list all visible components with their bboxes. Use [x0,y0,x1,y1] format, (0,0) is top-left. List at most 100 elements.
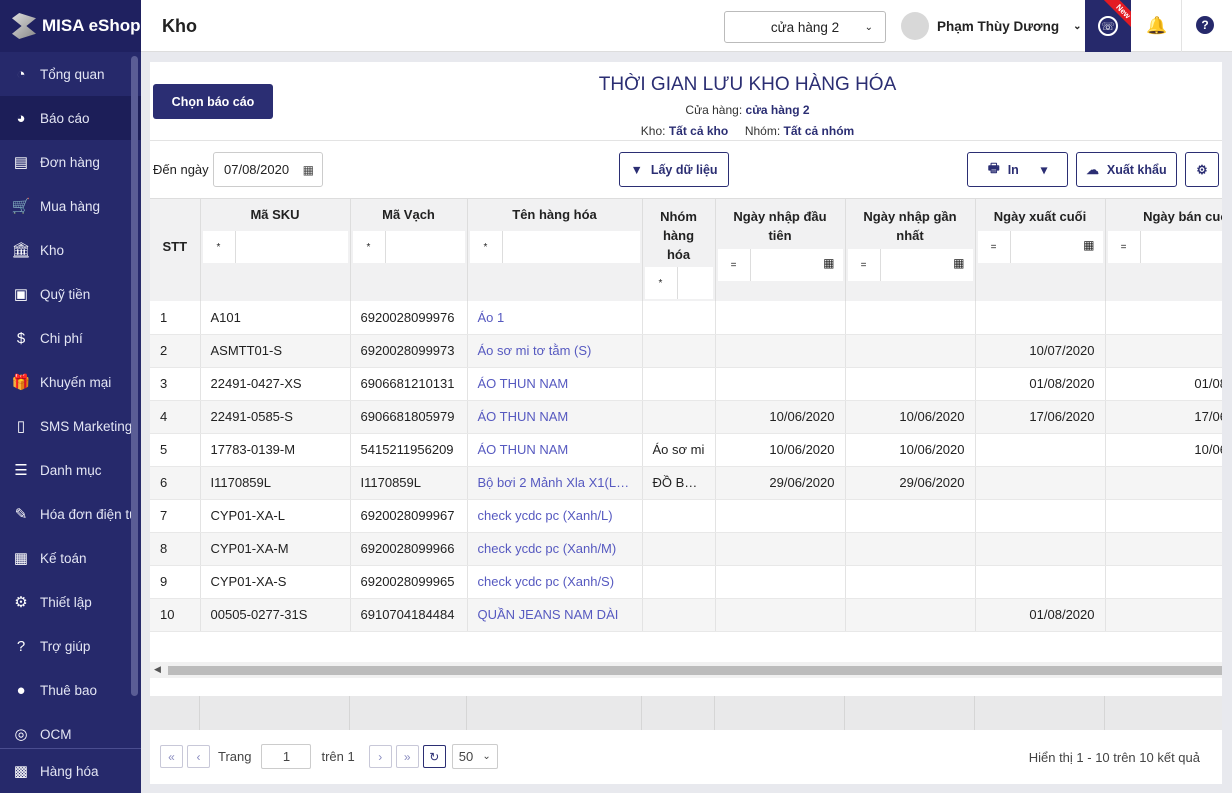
filter-input[interactable]: ▦ [881,249,973,281]
calendar-icon[interactable]: ▦ [953,256,965,270]
choose-report-button[interactable]: Chọn báo cáo [153,84,273,119]
table-cell [642,499,716,533]
sidebar-item-2[interactable]: ▤ Đơn hàng [0,140,141,184]
column-header[interactable]: Ngày bán cuối=▦ [1105,199,1222,301]
scrollbar-thumb[interactable] [168,666,1222,675]
filter-operator[interactable]: = [1108,231,1141,263]
product-name-link[interactable]: ÁO THUN NAM [467,400,643,434]
sidebar-scrollbar[interactable] [131,56,138,696]
calendar-icon[interactable]: ▦ [823,256,835,270]
table-row[interactable]: 9 CYP01-XA-S 6920028099965 check ycdc pc (X… [150,565,1222,599]
help-icon[interactable]: ? [1196,16,1214,34]
sidebar-item-5[interactable]: ▣ Quỹ tiền [0,272,141,316]
refresh-icon[interactable]: ↻ [422,745,446,768]
product-name-link[interactable]: check ycdc pc (Xanh/L) [467,499,643,533]
last-page-button[interactable]: » [395,745,419,768]
table-row[interactable]: 4 22491-0585-S 6906681805979 ÁO THUN NAM 10/… [150,400,1222,434]
first-page-button[interactable]: « [160,745,183,768]
filter-operator[interactable]: * [470,231,503,263]
sidebar-item-13[interactable]: ? Trợ giúp [0,624,141,668]
fetch-data-button[interactable]: ▼ Lấy dữ liệu [619,152,729,187]
date-input[interactable]: 07/08/2020 ▦ [213,152,323,187]
table-row[interactable]: 6 I1170859L I1170859L Bộ bơi 2 Mảnh Xla X1(… [150,466,1222,500]
filter-input[interactable] [236,231,348,263]
sidebar-item-label: Thiết lập [40,594,92,610]
sidebar-icon: ▦ [13,550,29,567]
sidebar-item-12[interactable]: ⚙ Thiết lập [0,580,141,624]
settings-button[interactable]: ⚙ [1185,152,1219,187]
filter-operator[interactable]: * [645,267,678,299]
page-size-select[interactable]: 50 ⌄ [451,744,498,769]
column-header[interactable]: Mã SKU * [200,199,351,301]
print-button[interactable]: 🖶 In ▾ [967,152,1068,187]
column-header[interactable]: Ngày nhập gần nhất = ▦ [845,199,976,301]
calendar-icon[interactable]: ▦ [302,162,314,177]
table-row[interactable]: 5 17783-0139-M 5415211956209 ÁO THUN NAM Áo … [150,433,1222,467]
sidebar-item-14[interactable]: ● Thuê bao [0,668,141,712]
sidebar-item-10[interactable]: ✎ Hóa đơn điện tử [0,492,141,536]
next-page-button[interactable]: › [368,745,392,768]
sidebar-item-1[interactable]: ◕ Báo cáo [0,96,141,140]
column-header[interactable]: Ngày nhập đầu tiên = ▦ [715,199,846,301]
product-name-link[interactable]: ÁO THUN NAM [467,433,643,467]
sidebar-icon: $ [16,329,26,347]
product-name-link[interactable]: Áo sơ mi tơ tằm (S) [467,334,643,368]
printer-icon: 🖶 [987,161,1000,175]
bell-icon[interactable]: 🔔 [1146,16,1168,35]
horizontal-scrollbar[interactable]: ◀ [150,662,1222,678]
product-name-link[interactable]: ÁO THUN NAM [467,367,643,401]
sidebar-item-6[interactable]: $ Chi phí [0,316,141,360]
scroll-left-icon[interactable]: ◀ [154,664,161,674]
filter-operator[interactable]: = [718,249,751,281]
product-name-link[interactable]: QUẦN JEANS NAM DÀI [467,598,643,632]
table-row[interactable]: 7 CYP01-XA-L 6920028099967 check ycdc pc (X… [150,499,1222,533]
column-header[interactable]: Nhóm hàng hóa * [642,199,716,301]
page-input[interactable]: 1 [261,744,312,769]
filter-input[interactable] [386,231,465,263]
product-name-link[interactable]: Bộ bơi 2 Mảnh Xla X1(L).085 [467,466,643,500]
table-row[interactable]: 8 CYP01-XA-M 6920028099966 check ycdc pc (X… [150,532,1222,566]
logo[interactable]: MISA eShop [0,0,141,52]
store-select[interactable]: cửa hàng 2 ⌄ [724,11,886,43]
sidebar-item-3[interactable]: 🛒 Mua hàng [0,184,141,228]
export-button[interactable]: ☁ Xuất khẩu [1076,152,1177,187]
column-header[interactable]: Mã Vạch * [350,199,468,301]
sidebar-item-hang-hoa[interactable]: ▩ Hàng hóa [0,749,141,793]
table-row[interactable]: 1 A101 6920028099976 Áo 1 [150,301,1222,335]
sidebar-item-7[interactable]: 🎁 Khuyến mại [0,360,141,404]
table-cell [845,532,976,566]
user-menu[interactable]: Phạm Thùy Dương ⌄ [901,12,1082,40]
table-row[interactable]: 2 ASMTT01-S 6920028099973 Áo sơ mi tơ tằm (… [150,334,1222,368]
table-row[interactable]: 10 00505-0277-31S 6910704184484 QUẦN JEANS … [150,598,1222,632]
sidebar-item-4[interactable]: 🏛 Kho [0,228,141,272]
filter-input[interactable]: ▦ [1141,231,1223,263]
sidebar-item-8[interactable]: ▯ SMS Marketing [0,404,141,448]
sidebar-item-15[interactable]: ◎ OCM [0,712,141,756]
table-cell [975,301,1106,335]
filter-input[interactable] [503,231,640,263]
filter-operator[interactable]: * [203,231,236,263]
filter-operator[interactable]: = [978,231,1011,263]
prev-page-button[interactable]: ‹ [187,745,210,768]
table-row[interactable]: 3 22491-0427-XS 6906681210131 ÁO THUN NAM 01… [150,367,1222,401]
filter-operator[interactable]: = [848,249,881,281]
filter-operator[interactable]: * [353,231,386,263]
filter-input[interactable] [678,267,713,299]
product-name-link[interactable]: Áo 1 [467,301,643,335]
column-header[interactable]: Tên hàng hóa * [467,199,643,301]
calendar-icon[interactable]: ▦ [1083,238,1095,252]
sidebar-item-11[interactable]: ▦ Kế toán [0,536,141,580]
sidebar-item-9[interactable]: ☰ Danh mục [0,448,141,492]
table-cell: 10/06/2020 [1105,433,1222,467]
table-cell [642,565,716,599]
column-title: Mã SKU [250,207,300,222]
sidebar-item-label: Mua hàng [40,198,101,214]
product-name-link[interactable]: check ycdc pc (Xanh/M) [467,532,643,566]
phone-button[interactable]: ☏ New [1085,0,1131,52]
filter-input[interactable]: ▦ [1011,231,1103,263]
filter-input[interactable]: ▦ [751,249,843,281]
column-header[interactable]: Ngày xuất cuối = ▦ [975,199,1106,301]
sidebar-item-0[interactable]: ◔ Tổng quan [0,52,141,96]
column-header[interactable]: STT [150,199,201,301]
product-name-link[interactable]: check ycdc pc (Xanh/S) [467,565,643,599]
